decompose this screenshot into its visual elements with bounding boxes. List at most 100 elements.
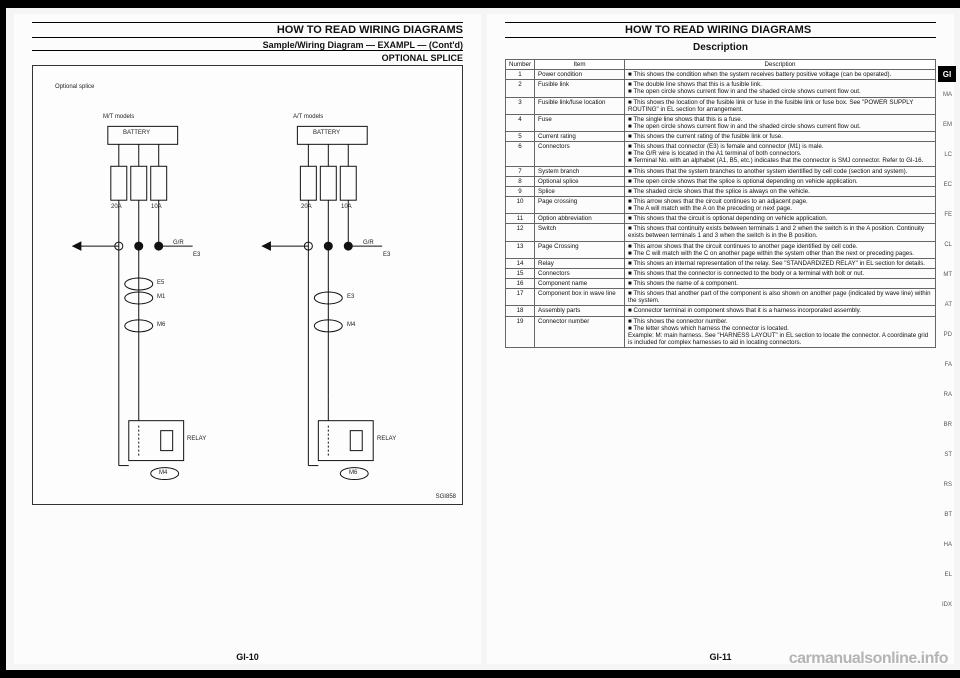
section-marker: AT — [945, 302, 952, 308]
cell-number: 15 — [506, 268, 535, 278]
label-10a-mt: 10A — [151, 204, 162, 210]
label-e3: E3 — [383, 252, 390, 258]
cell-number: 7 — [506, 166, 535, 176]
page-number-left: GI-10 — [14, 652, 481, 662]
cell-description: ■ The open circle shows that the splice … — [625, 176, 936, 186]
section-marker: PD — [944, 332, 952, 338]
section-marker: RS — [944, 482, 952, 488]
table-row: 6Connectors■ This shows that connector (… — [506, 142, 936, 166]
table-row: 15Connectors■ This shows that the connec… — [506, 268, 936, 278]
label-10a-at: 10A — [341, 204, 352, 210]
col-number: Number — [506, 60, 535, 70]
cell-description: ■ This shows that the circuit is optiona… — [625, 214, 936, 224]
black-bar-bottom — [0, 670, 960, 678]
cell-number: 11 — [506, 214, 535, 224]
label-battery-at: BATTERY — [313, 130, 340, 136]
label-battery-mt: BATTERY — [123, 130, 150, 136]
section-marker: EM — [943, 122, 952, 128]
table-row: 5Current rating■ This shows the current … — [506, 132, 936, 142]
cell-number: 16 — [506, 279, 535, 289]
table-row: 19Connector number■ This shows the conne… — [506, 316, 936, 348]
page-subheader-left: Sample/Wiring Diagram — EXAMPL — (Cont'd… — [32, 40, 463, 51]
label-20a-mt: 20A — [111, 204, 122, 210]
section-marker: MT — [943, 272, 952, 278]
cell-item: Connectors — [535, 142, 625, 166]
cell-number: 13 — [506, 241, 535, 258]
label-e3-at: E3 — [347, 294, 354, 300]
cell-item: Option abbreviation — [535, 214, 625, 224]
table-row: 16Component name■ This shows the name of… — [506, 279, 936, 289]
label-m4-mt: M4 — [159, 470, 167, 476]
label-relay-mt: RELAY — [187, 436, 206, 442]
section-marker: HA — [944, 542, 952, 548]
label-gr-at: G/R — [363, 240, 374, 246]
section-marker: LC — [944, 152, 952, 158]
cell-description: ■ This arrow shows that the circuit cont… — [625, 196, 936, 213]
section-marker: RA — [944, 392, 952, 398]
cell-item: Assembly parts — [535, 306, 625, 316]
cell-number: 2 — [506, 80, 535, 97]
cell-description: ■ The double line shows that this is a f… — [625, 80, 936, 97]
description-table: Number Item Description 1Power condition… — [505, 59, 936, 348]
label-optional-splice: Optional splice — [55, 84, 94, 90]
cell-description: ■ This shows that the connector is conne… — [625, 268, 936, 278]
cell-description: ■ This shows an internal representation … — [625, 258, 936, 268]
label-sgcode: SGI858 — [436, 494, 456, 500]
col-item: Item — [535, 60, 625, 70]
cell-item: Power condition — [535, 70, 625, 80]
label-m4: M4 — [347, 322, 355, 328]
cell-number: 8 — [506, 176, 535, 186]
watermark: carmanualsonline.info — [789, 650, 948, 668]
label-20a-at: 20A — [301, 204, 312, 210]
section-marker: MA — [943, 92, 952, 98]
label-gr-mt: G/R — [173, 240, 184, 246]
cell-item: Connector number — [535, 316, 625, 348]
section-marker: FA — [945, 362, 952, 368]
cell-item: Fusible link — [535, 80, 625, 97]
table-row: 9Splice■ The shaded circle shows that th… — [506, 186, 936, 196]
label-m1: M1 — [157, 294, 165, 300]
cell-number: 19 — [506, 316, 535, 348]
cell-number: 18 — [506, 306, 535, 316]
label-mt-models: M/T models — [103, 114, 134, 120]
table-row: 17Component box in wave line■ This shows… — [506, 289, 936, 306]
table-row: 12Switch■ This shows that continuity exi… — [506, 224, 936, 241]
cell-description: ■ This shows that continuity exists betw… — [625, 224, 936, 241]
cell-number: 4 — [506, 114, 535, 131]
cell-number: 12 — [506, 224, 535, 241]
black-bar-top — [0, 0, 960, 8]
cell-description: ■ This shows the connector number.■ The … — [625, 316, 936, 348]
cell-item: Page crossing — [535, 196, 625, 213]
cell-item: System branch — [535, 166, 625, 176]
cell-item: Page Crossing — [535, 241, 625, 258]
cell-description: ■ This shows that the system branches to… — [625, 166, 936, 176]
label-at-models: A/T models — [293, 114, 323, 120]
cell-number: 5 — [506, 132, 535, 142]
cell-item: Relay — [535, 258, 625, 268]
table-row: 8Optional splice■ The open circle shows … — [506, 176, 936, 186]
section-marker: FE — [944, 212, 952, 218]
cell-item: Component box in wave line — [535, 289, 625, 306]
label-e3: E3 — [193, 252, 200, 258]
wiring-diagram: Optional splice M/T models A/T models BA… — [32, 65, 463, 505]
page-section-left: OPTIONAL SPLICE — [32, 53, 463, 63]
diagram-svg — [33, 66, 462, 504]
table-row: 4Fuse■ The single line shows that this i… — [506, 114, 936, 131]
cell-description: ■ The single line shows that this is a f… — [625, 114, 936, 131]
section-marker: CL — [944, 242, 952, 248]
table-row: 13Page Crossing■ This arrow shows that t… — [506, 241, 936, 258]
cell-number: 14 — [506, 258, 535, 268]
cell-number: 3 — [506, 97, 535, 114]
cell-description: ■ This shows the condition when the syst… — [625, 70, 936, 80]
table-row: 14Relay■ This shows an internal represen… — [506, 258, 936, 268]
page-left: HOW TO READ WIRING DIAGRAMS Sample/Wirin… — [14, 14, 481, 664]
cell-description: ■ This shows the name of a component. — [625, 279, 936, 289]
cell-description: ■ This shows the current rating of the f… — [625, 132, 936, 142]
table-row: 10Page crossing■ This arrow shows that t… — [506, 196, 936, 213]
table-row: 1Power condition■ This shows the conditi… — [506, 70, 936, 80]
cell-item: Splice — [535, 186, 625, 196]
section-marker: BT — [944, 512, 952, 518]
section-title-right: Description — [505, 42, 936, 53]
label-m6-at: M6 — [349, 470, 357, 476]
page-spread: HOW TO READ WIRING DIAGRAMS Sample/Wirin… — [14, 14, 954, 664]
